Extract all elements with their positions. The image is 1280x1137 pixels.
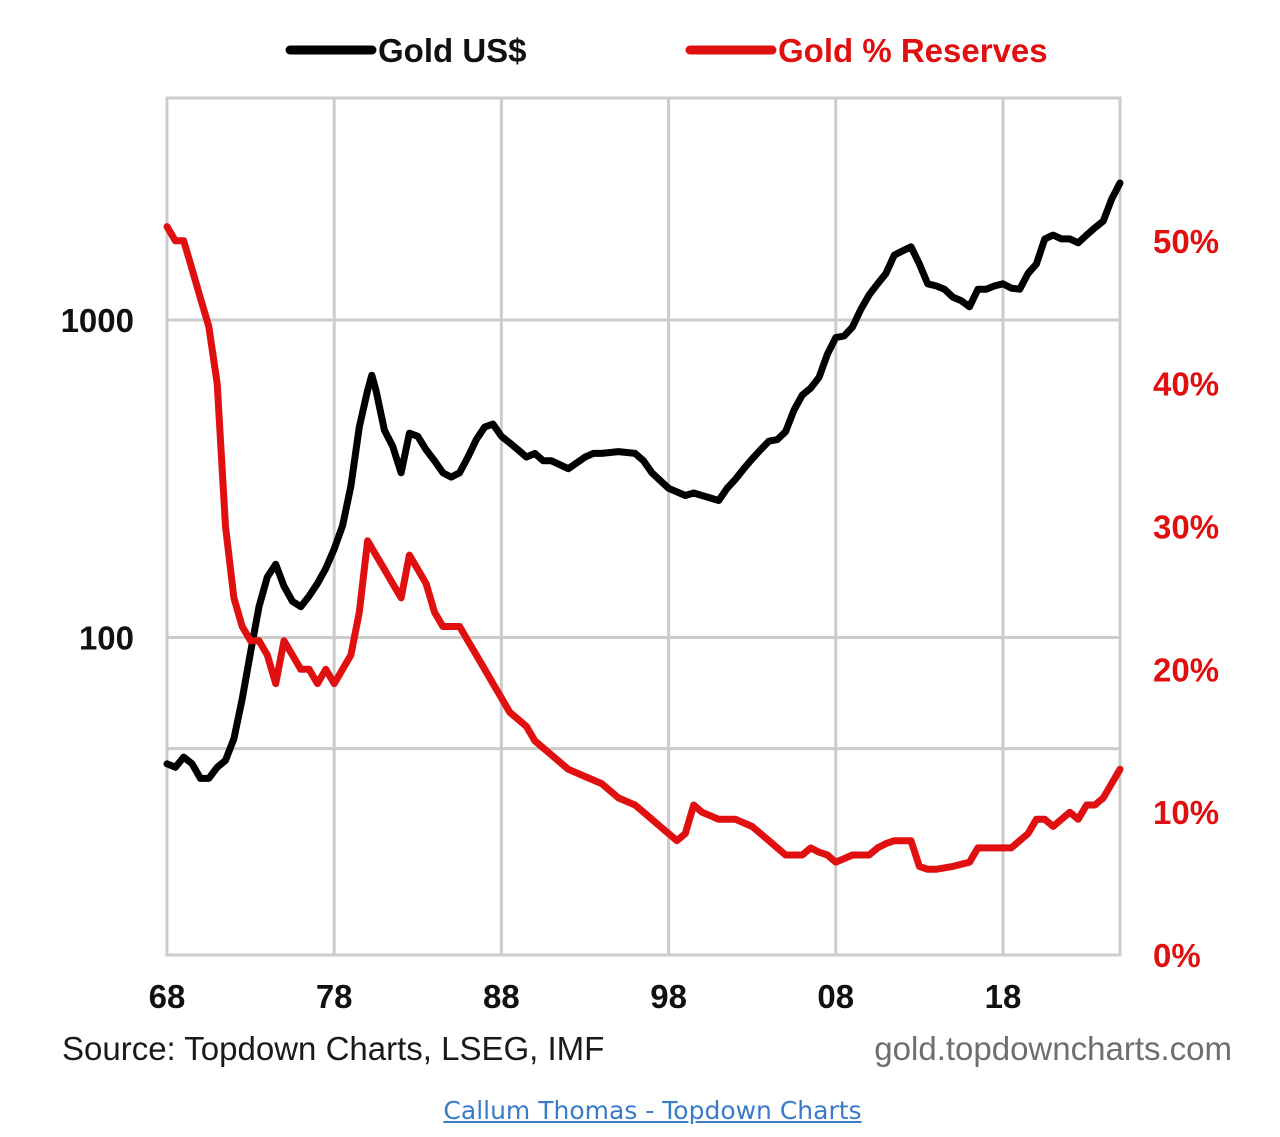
right-tick-label: 50% (1153, 223, 1219, 260)
series-line-gold-usd (163, 179, 1124, 782)
chart: Gold US$ Gold % Reserves 68 78 88 98 08 18 10… (61, 32, 1219, 1015)
x-tick-label: 98 (650, 978, 687, 1015)
series-group (163, 179, 1124, 873)
legend: Gold US$ Gold % Reserves (285, 32, 1048, 69)
x-tick-label: 18 (985, 978, 1022, 1015)
right-tick-label: 30% (1153, 509, 1219, 546)
right-axis-ticks: 0% 10% 20% 30% 40% 50% (1153, 223, 1219, 974)
left-tick-label: 1000 (61, 302, 134, 339)
right-tick-label: 20% (1153, 651, 1219, 688)
plot-frame (165, 96, 1122, 957)
right-tick-label: 10% (1153, 794, 1219, 831)
credit-link[interactable]: Callum Thomas - Topdown Charts (443, 1096, 862, 1125)
left-axis-ticks: 100 1000 (61, 302, 134, 657)
x-tick-label: 78 (316, 978, 353, 1015)
series-line-gold-reserves (163, 223, 1124, 873)
x-tick-label: 88 (483, 978, 520, 1015)
legend-gold-reserves-label: Gold % Reserves (778, 32, 1048, 69)
credit-link-wrapper: Callum Thomas - Topdown Charts (0, 1096, 1280, 1125)
right-tick-label: 0% (1153, 937, 1201, 974)
source-note: Source: Topdown Charts, LSEG, IMF (62, 1030, 605, 1067)
x-tick-label: 68 (149, 978, 186, 1015)
left-tick-label: 100 (79, 619, 134, 656)
website-label: gold.topdowncharts.com (874, 1030, 1232, 1067)
x-tick-label: 08 (817, 978, 854, 1015)
grid (167, 98, 1120, 955)
right-tick-label: 40% (1153, 366, 1219, 403)
x-axis-ticks: 68 78 88 98 08 18 (149, 978, 1022, 1015)
legend-gold-usd-label: Gold US$ (378, 32, 527, 69)
